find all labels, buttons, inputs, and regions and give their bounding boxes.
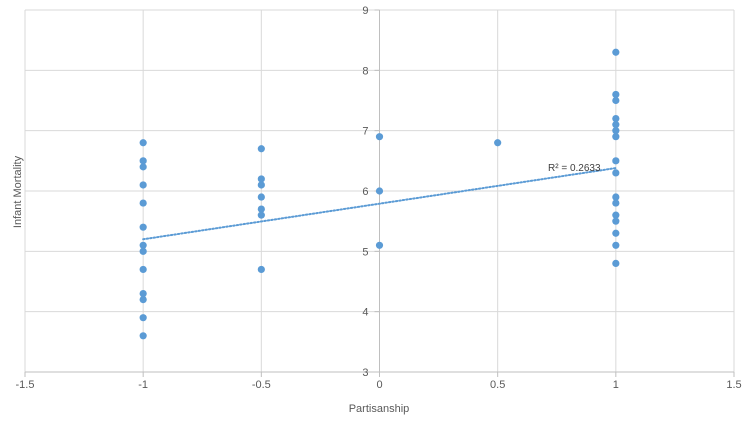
y-tick-label: 7 [362, 126, 368, 138]
x-axis-title: Partisanship [349, 403, 410, 415]
y-tick-label: 9 [362, 5, 368, 17]
data-point [612, 115, 620, 123]
data-point [139, 181, 147, 189]
y-axis-title: Infant Mortality [12, 155, 24, 228]
data-point [612, 48, 620, 56]
data-point [257, 265, 265, 274]
x-tick-label: 0 [376, 379, 382, 391]
x-tick-label: -1.5 [16, 379, 35, 391]
y-tick-label: 5 [362, 246, 368, 258]
data-point [139, 332, 147, 340]
tick-labels: -1.5 -1 -0.5 0 0.5 1 1.5 3 4 5 6 7 8 9 [16, 5, 742, 391]
data-point [257, 205, 265, 213]
data-point [612, 199, 620, 207]
trendline [142, 167, 617, 241]
x-tick-label: -0.5 [252, 379, 271, 391]
data-point [612, 96, 620, 105]
r-squared-label: R² = 0.2633 [548, 163, 601, 174]
data-point [612, 133, 620, 141]
data-point [612, 217, 620, 225]
data-point [139, 289, 147, 298]
data-point [375, 241, 384, 249]
x-tick-label: 1 [613, 379, 619, 391]
data-point [612, 169, 620, 177]
data-point [375, 187, 384, 195]
y-tick-label: 3 [362, 367, 368, 379]
data-point [139, 247, 147, 255]
data-point [257, 145, 265, 153]
data-point [139, 223, 147, 231]
data-point [612, 121, 620, 129]
x-tick-label: -1 [138, 379, 148, 391]
data-point [612, 229, 620, 237]
data-point [375, 133, 384, 141]
data-point [139, 199, 147, 207]
data-point [612, 193, 620, 201]
data-point [612, 241, 620, 249]
data-points [139, 48, 620, 340]
data-point [494, 139, 502, 147]
y-tick-label: 8 [362, 65, 368, 77]
data-point [139, 314, 147, 322]
trendline-group [142, 167, 617, 241]
data-point [139, 296, 147, 304]
x-tick-label: 1.5 [726, 379, 741, 391]
data-point [139, 139, 147, 147]
data-point [139, 265, 147, 274]
x-tick-label: 0.5 [490, 379, 505, 391]
data-point [612, 90, 620, 99]
data-point [612, 157, 620, 165]
data-point [257, 193, 265, 201]
data-point [139, 163, 147, 171]
y-tick-label: 6 [362, 186, 368, 198]
data-point [612, 211, 620, 219]
y-tick-label: 4 [362, 307, 368, 319]
data-point [612, 259, 620, 267]
data-point [257, 175, 265, 183]
data-point [257, 181, 265, 189]
data-point [139, 241, 147, 249]
data-point [612, 127, 620, 135]
data-point [257, 211, 265, 219]
data-point [139, 157, 147, 165]
